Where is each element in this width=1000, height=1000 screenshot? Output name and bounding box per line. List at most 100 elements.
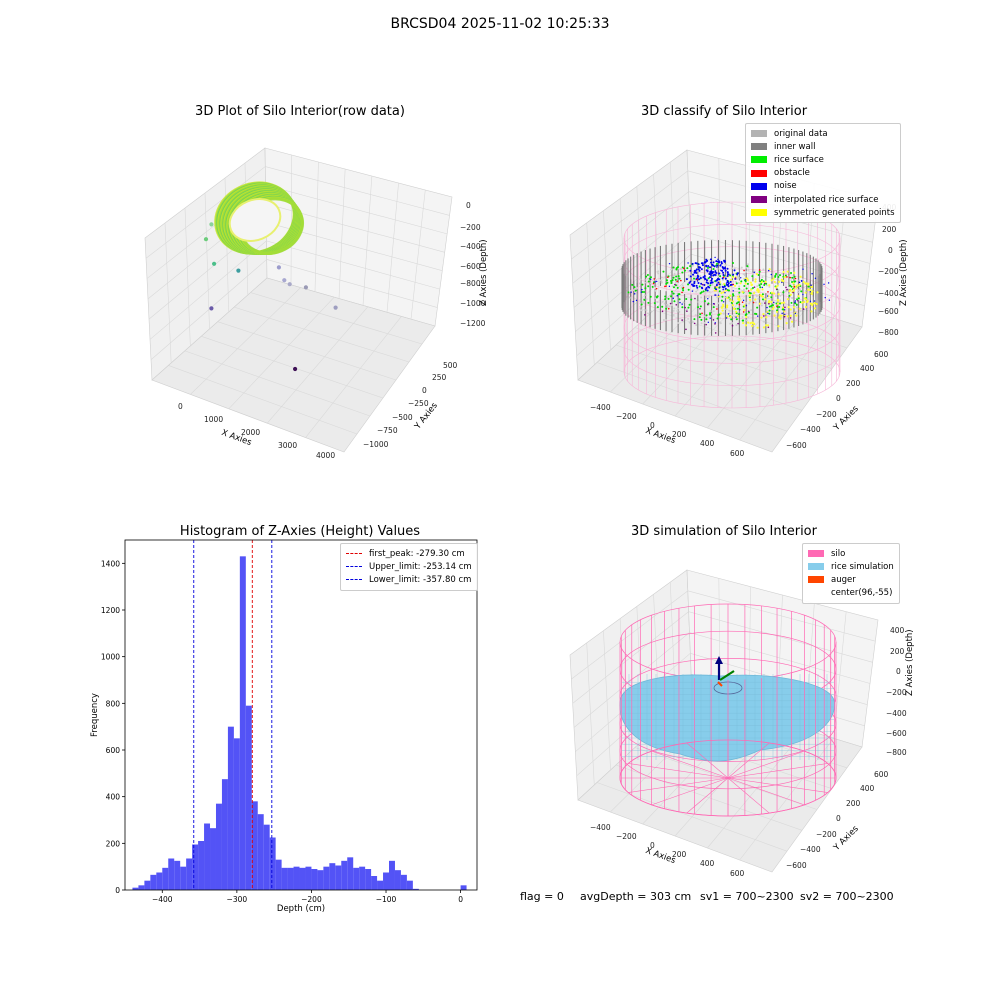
histogram-bar [275, 859, 282, 890]
rice-surface-point [768, 312, 771, 315]
original-data-point [654, 289, 657, 292]
noise-point [711, 272, 714, 275]
rice-surface-point [760, 278, 763, 281]
original-data-point [725, 308, 728, 311]
symmetric-point [755, 273, 759, 276]
symmetric-point [786, 315, 789, 318]
rice-surface-point [678, 277, 681, 280]
rice-surface-point [682, 289, 685, 292]
noise-point [740, 277, 742, 279]
symmetric-point [810, 285, 813, 288]
noise-point [697, 275, 700, 278]
original-data-point [742, 288, 745, 291]
symmetric-point [760, 280, 764, 284]
symmetric-point [729, 315, 732, 318]
rice-surface-point [784, 274, 787, 277]
obstacle-point [786, 276, 788, 278]
original-data-point [711, 283, 714, 286]
symmetric-point [792, 306, 796, 309]
symmetric-point [719, 312, 722, 315]
rice-surface-point [791, 276, 794, 279]
ring-hole [228, 198, 282, 242]
noise-point [724, 287, 727, 290]
noise-point [798, 281, 801, 284]
gridline [338, 168, 346, 299]
interpolated-point [753, 286, 756, 288]
rice-surface-point [768, 309, 771, 312]
symmetric-point [809, 288, 812, 292]
legend-swatch [751, 196, 767, 204]
noise-point [716, 266, 718, 268]
rice-surface-point [760, 282, 763, 285]
rice-surface-point [693, 318, 696, 321]
noise-point [715, 272, 718, 275]
obstacle-point [653, 278, 656, 280]
original-data-point [660, 276, 663, 279]
histogram-bar [210, 828, 216, 890]
symmetric-point [780, 301, 783, 305]
gridline [164, 222, 172, 364]
noise-point [722, 271, 725, 274]
symmetric-point [743, 309, 746, 312]
raw-y-tick: −250 [408, 399, 429, 408]
gridline [314, 161, 319, 292]
obstacle-point [696, 278, 699, 281]
noise-point [809, 300, 812, 303]
noise-point [654, 281, 656, 283]
symmetric-point [742, 321, 745, 325]
rice-surface-point [790, 285, 793, 288]
symmetric-point [783, 310, 786, 313]
y-tick-label: 1000 [101, 653, 120, 662]
x-tick-label: −300 [227, 895, 248, 904]
noise-point [700, 286, 703, 289]
outlier-point [209, 222, 214, 227]
raw-y-tick: −750 [377, 426, 398, 435]
noise-point [732, 290, 734, 292]
original-data-point [762, 299, 765, 302]
obstacle-point [667, 276, 669, 278]
obstacle-point [682, 286, 685, 289]
original-data-point [646, 312, 649, 315]
symmetric-point [797, 295, 800, 298]
rice-surface-point [627, 291, 630, 294]
histogram-bar [323, 866, 330, 890]
simulation-rice-surface [619, 674, 835, 762]
raw-x-tick: 0 [178, 402, 183, 411]
symmetric-point [789, 293, 792, 296]
symmetric-point [758, 302, 761, 305]
gridline [145, 166, 266, 259]
histogram-bar [263, 824, 270, 890]
sim-x-axis-label: X Axies [644, 846, 677, 866]
noise-point [691, 290, 694, 292]
rice-surface-point [775, 273, 778, 276]
noise-point [722, 267, 725, 270]
symmetric-point [776, 298, 779, 302]
original-data-point [681, 284, 684, 287]
noise-point [705, 286, 708, 289]
rice-surface-point [642, 290, 645, 293]
obstacle-point [793, 285, 796, 288]
gridline [290, 154, 293, 285]
cls-x-tick: −200 [616, 412, 637, 421]
noise-point [691, 262, 694, 265]
original-data-point [628, 296, 631, 299]
gridline [204, 192, 210, 330]
symmetric-point [803, 297, 806, 300]
rice-surface-point [705, 314, 708, 317]
rice-surface-point [749, 292, 752, 295]
rice-surface-point [771, 304, 774, 307]
rice-surface-point [778, 305, 781, 308]
rice-surface-point [643, 298, 646, 301]
y-tick-label: 800 [106, 699, 121, 708]
symmetric-point [744, 282, 747, 285]
symmetric-point [768, 268, 771, 271]
sim-z-tick: −400 [886, 709, 907, 718]
rice-surface-point [647, 285, 650, 288]
noise-point [714, 271, 716, 274]
symmetric-point [723, 282, 726, 285]
outlier-point [282, 278, 287, 283]
simulation-plot-title: 3D simulation of Silo Interior [631, 524, 817, 539]
symmetric-point [750, 283, 754, 286]
original-data-point [645, 294, 648, 297]
noise-point [681, 303, 683, 305]
